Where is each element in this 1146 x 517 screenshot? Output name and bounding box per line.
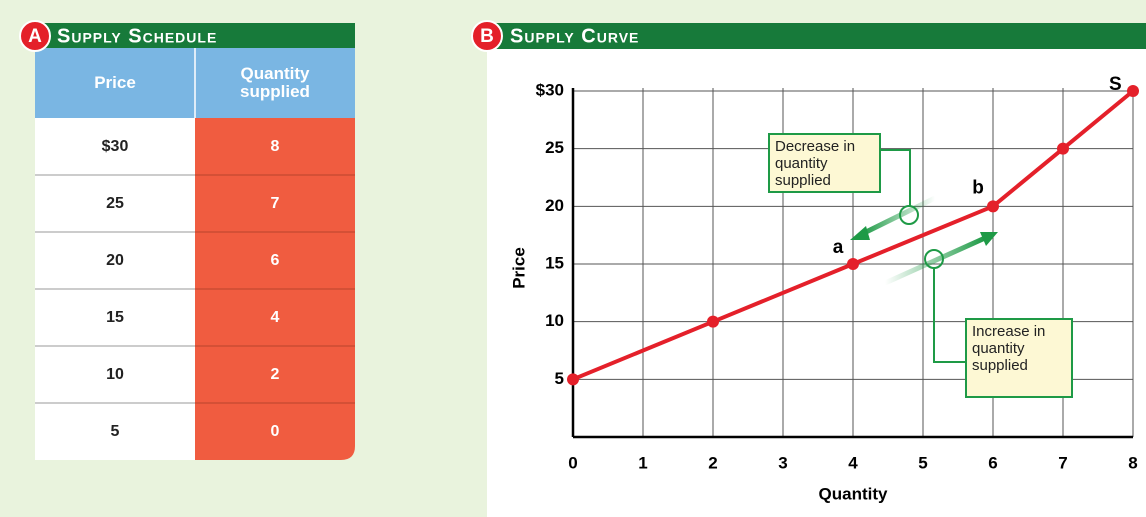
quantity-cell: 2 (270, 365, 280, 383)
x-tick-label: 2 (708, 453, 717, 472)
x-tick-label: 0 (568, 453, 577, 472)
supply-line (572, 89, 1135, 382)
x-tick-label: 8 (1128, 453, 1137, 472)
price-cell: 20 (106, 251, 124, 269)
point-label: a (833, 237, 844, 258)
data-point (987, 200, 999, 213)
header-bar (35, 23, 355, 49)
point-label: b (972, 177, 984, 198)
price-cell: 10 (106, 365, 124, 383)
quantity-cell: 7 (270, 194, 280, 212)
x-tick-label: 6 (988, 453, 997, 472)
chart-title: Supply Curve (510, 25, 639, 47)
y-tick-label: 20 (545, 196, 564, 215)
badge (471, 20, 503, 52)
header-bar (487, 23, 1146, 49)
decrease-arrow (860, 195, 937, 237)
x-tick-label: 1 (638, 453, 647, 472)
badge-label: B (480, 26, 494, 47)
x-axis-label: Quantity (819, 484, 888, 503)
annotation: Increase in quantity supplied (965, 318, 1073, 398)
quantity-cell: 4 (270, 308, 280, 326)
x-tick-label: 5 (918, 453, 927, 472)
arrow-head (850, 226, 870, 240)
y-tick-label: 15 (545, 253, 564, 272)
quantity-cell: 8 (270, 137, 280, 155)
price-cell: 5 (110, 422, 120, 440)
data-point (847, 258, 859, 270)
connector (933, 268, 966, 363)
chart-background (487, 48, 1146, 517)
price-cell: 25 (106, 194, 124, 212)
column-header: Quantity supplied (240, 64, 310, 101)
y-axis-label: Price (509, 247, 528, 289)
x-tick-label: 7 (1058, 453, 1067, 472)
shift-arrows (850, 149, 998, 363)
annotation: Decrease in quantity supplied (768, 133, 881, 193)
x-tick-label: 4 (848, 453, 858, 472)
increase-arrow (883, 235, 987, 286)
arrow-head (980, 232, 998, 246)
badge (19, 20, 51, 52)
price-cell: 15 (106, 308, 124, 326)
panel-title: Supply Schedule (57, 25, 217, 47)
x-tick-label: 3 (778, 453, 787, 472)
y-tick-label: 10 (545, 311, 564, 330)
y-tick-label: $30 (536, 80, 564, 99)
series-label: S (1109, 74, 1122, 95)
badge-label: A (28, 26, 42, 47)
quantity-cell: 0 (270, 422, 280, 440)
y-tick-label: 25 (545, 138, 564, 157)
connector (880, 149, 911, 206)
data-point (567, 373, 579, 386)
column-header: Price (94, 73, 136, 92)
data-point (1057, 142, 1069, 155)
price-cell: $30 (101, 137, 129, 155)
quantity-cell: 6 (270, 251, 280, 269)
y-tick-label: 5 (555, 369, 564, 388)
data-point (1127, 85, 1139, 97)
data-point (707, 315, 719, 328)
